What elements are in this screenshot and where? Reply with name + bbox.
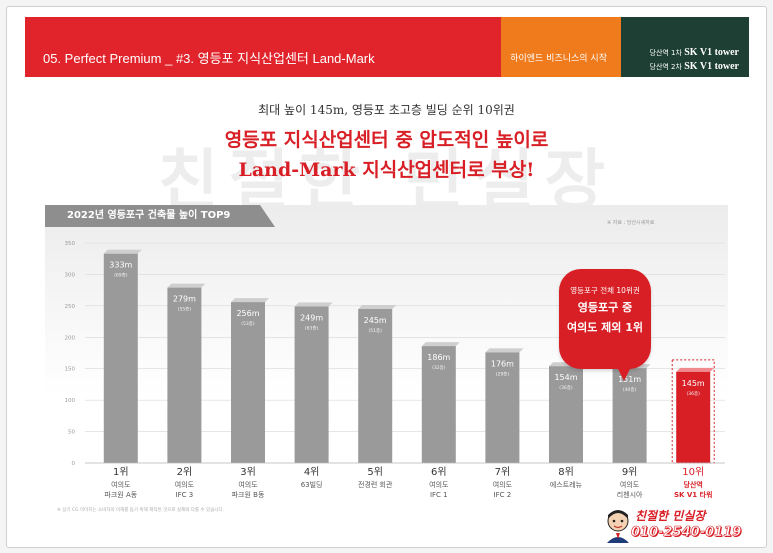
category-label: 여의도 [620,480,640,489]
category-label: 여의도 [111,480,131,489]
category-label: 에스트레뉴 [550,480,583,489]
highlight-frame [671,359,715,464]
bar [167,287,202,463]
bar-cap [676,367,715,372]
category-label: 파크원 A동 [104,490,137,499]
headline-main-line-1: 영등포 지식산업센터 중 압도적인 높이로 [224,129,549,151]
chart-footnote: ※ 상기 CG 이미지는 소비자의 이해를 돕기 위해 제작된 것으로 실제와 … [57,508,225,513]
contact-phone: 010-2540-0119 [631,525,742,541]
rank-label: 4위 [304,465,320,478]
category-label: 여의도 [238,480,258,489]
y-tick-label: 300 [65,272,76,278]
bar [612,368,647,463]
chart-source-note: ※ 자료 : 당산시세자료 [607,220,655,226]
value-label: 154m [554,373,577,382]
category-label: 여의도 [429,480,449,489]
floor-label: (51층) [369,327,383,334]
y-tick-label: 100 [65,398,76,404]
bar [549,366,583,463]
rank-label: 7위 [495,465,511,478]
floor-label: (53층) [241,320,255,327]
y-tick-label: 50 [68,430,75,436]
rank-callout-bubble: 영등포구 전체 10위권 영등포구 중 여의도 제외 1위 [559,269,651,381]
value-label: 176m [491,359,514,368]
floor-label: (69층) [114,272,128,279]
category-label: SK V1 타워 [674,490,713,499]
bar-cap [358,305,397,309]
value-label: 256m [236,309,259,318]
floor-label: (40층) [623,386,637,393]
floor-label: (55층) [178,306,192,313]
callout-line-1: 영등포구 전체 10위권 [570,286,640,295]
bar-cap [294,302,333,307]
floor-label: (63층) [305,324,319,331]
floor-label: (32층) [432,364,446,371]
callout-line-3: 여의도 제외 1위 [566,321,644,334]
category-label: 전경련 회관 [358,480,393,489]
bar-cap [167,283,206,288]
headline-subtitle: 최대 높이 145m, 영등포 초고층 빌딩 순위 10위권 [258,103,515,117]
section-title: 05. Perfect Premium _ #3. 영등포 지식산업센터 Lan… [43,51,375,66]
brand-line-1: 당산역 1차 SK V1 tower [649,47,740,58]
header-brand-bar: 당산역 1차 SK V1 tower 당산역 2차 SK V1 tower [621,17,749,77]
header-title-bar: 05. Perfect Premium _ #3. 영등포 지식산업센터 Lan… [25,17,501,77]
category-label: 63빌딩 [301,480,323,489]
category-label: IFC 3 [176,491,194,499]
rank-label: 1위 [113,465,129,478]
chart-title: 2022년 영등포구 건축물 높이 TOP9 [45,205,275,227]
category-label: IFC 1 [430,491,448,499]
bar-cap [485,348,524,353]
y-tick-label: 250 [65,304,76,310]
y-tick-label: 350 [65,241,76,247]
category-label: IFC 2 [494,491,512,499]
rank-label: 8위 [558,465,574,478]
value-label: 333m [109,261,132,270]
rank-label: 9위 [622,465,638,478]
category-label: 여의도 [175,480,195,489]
floor-label: (29층) [496,370,510,377]
agent-avatar-icon [607,510,629,543]
bar [676,371,711,463]
value-label: 279m [173,295,196,304]
rank-label: 10위 [682,465,704,478]
header-slogan-bar: 하이엔드 비즈니스의 시작 [501,17,621,77]
bar [294,306,329,463]
rank-label: 5위 [367,465,383,478]
contact-badge: 친절한 민실장 010-2540-0119 [601,503,765,547]
rank-label: 2위 [177,465,193,478]
value-label: 186m [427,353,450,362]
bar-cap [231,298,269,303]
y-tick-label: 150 [65,367,76,373]
brand-line-2: 당산역 2차 SK V1 tower [649,61,740,72]
slide-page: 05. Perfect Premium _ #3. 영등포 지식산업센터 Lan… [6,6,767,548]
bar-cap [421,342,460,347]
bar [421,346,456,463]
value-label: 249m [300,313,323,322]
rank-label: 3위 [240,465,256,478]
bar [231,302,265,463]
callout-line-2: 영등포구 중 [577,301,633,314]
bar [103,253,138,463]
y-tick-label: 200 [65,335,76,341]
category-label: 리첸시아 [617,490,643,499]
contact-name: 친절한 민실장 [635,509,706,523]
bar [358,309,393,463]
category-label: 여의도 [493,480,513,489]
slogan-text: 하이엔드 비즈니스의 시작 [510,54,607,64]
category-label: 파크원 B동 [232,490,265,499]
headline-main-line-2: Land-Mark 지식산업센터로 부상! [238,159,535,181]
rank-label: 6위 [431,465,447,478]
category-label: 당산역 [684,480,703,489]
floor-label: (36층) [687,390,701,397]
value-label: 245m [364,316,387,325]
bar [485,352,520,463]
bar-cap [103,249,142,254]
y-tick-label: 0 [72,461,76,467]
floor-label: (36층) [559,384,573,391]
value-label: 145m [682,379,705,388]
